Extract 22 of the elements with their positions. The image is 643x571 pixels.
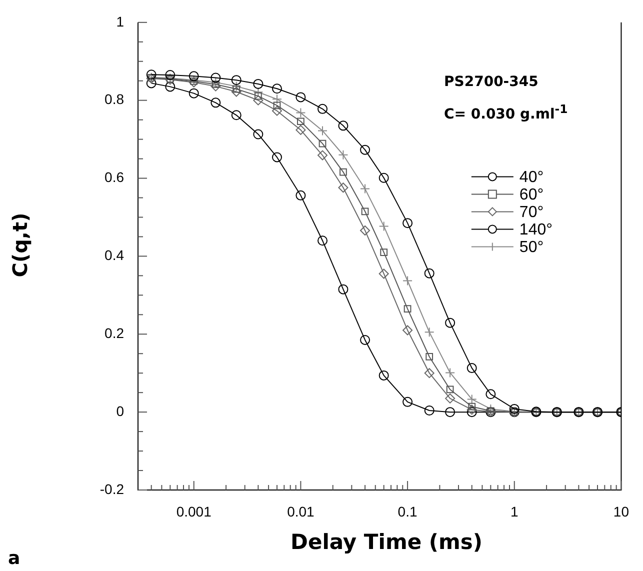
- text: a: [8, 548, 20, 569]
- x-tick-label: 10: [613, 503, 630, 520]
- legend-label: 60°: [519, 186, 544, 204]
- x-tick-label: 0.001: [176, 503, 212, 520]
- legend-label: 140°: [519, 222, 553, 239]
- y-tick-label: 0.8: [104, 91, 124, 108]
- y-tick-label: 1: [116, 13, 124, 30]
- x-tick-label: 0.1: [398, 503, 418, 520]
- legend-label: 70°: [519, 204, 544, 222]
- y-axis-title: C(q,t): [8, 212, 32, 278]
- legend-label: 40°: [519, 169, 544, 186]
- x-tick-label: 0.01: [287, 503, 315, 520]
- annotation: PS2700-345: [444, 74, 538, 90]
- y-tick-label: 0.2: [104, 324, 124, 341]
- y-tick-label: -0.2: [100, 480, 124, 497]
- y-tick-label: 0: [116, 402, 124, 419]
- x-tick-label: 1: [510, 503, 518, 520]
- y-tick-label: 0.4: [104, 247, 124, 264]
- annotation: C= 0.030 g.ml$^{-1}$: [444, 102, 568, 123]
- legend-label: 50°: [519, 239, 544, 256]
- y-tick-label: 0.6: [104, 169, 124, 186]
- x-axis-title: Delay Time (ms): [290, 530, 482, 554]
